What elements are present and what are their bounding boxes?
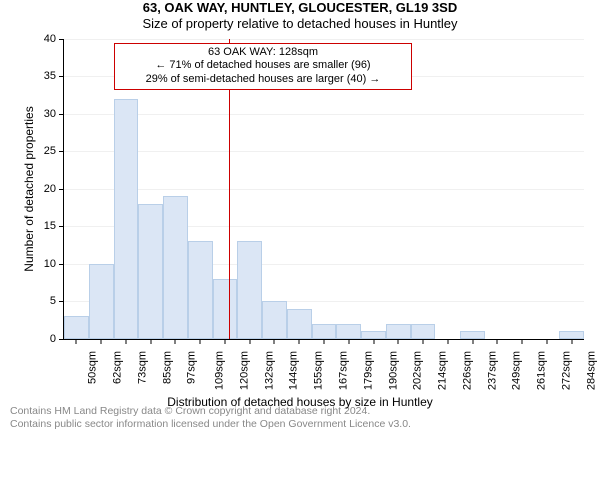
y-tick-label: 15 [44, 220, 64, 232]
x-tick [571, 339, 572, 344]
x-tick-label: 50sqm [87, 351, 99, 384]
histogram-bar [361, 331, 386, 339]
x-tick [423, 339, 424, 344]
histogram-bar [336, 324, 361, 339]
y-tick-label: 0 [50, 333, 64, 345]
x-tick-label: 85sqm [161, 351, 173, 384]
x-tick-label: 237sqm [486, 351, 498, 390]
x-tick-label: 109sqm [214, 351, 226, 390]
histogram-bar [188, 241, 213, 339]
y-tick-label: 10 [44, 258, 64, 270]
x-tick-label: 190sqm [387, 351, 399, 390]
y-tick-label: 40 [44, 33, 64, 45]
annotation-line-3: 29% of semi-detached houses are larger (… [121, 73, 405, 87]
x-tick [447, 339, 448, 344]
histogram-bar [163, 196, 188, 339]
annotation-line-2: ← 71% of detached houses are smaller (96… [121, 59, 405, 73]
x-tick-label: 97sqm [186, 351, 198, 384]
gridline [64, 151, 584, 152]
x-tick [348, 339, 349, 344]
x-tick-label: 167sqm [338, 351, 350, 390]
x-axis-label: Distribution of detached houses by size … [167, 395, 432, 409]
x-tick-label: 62sqm [112, 351, 124, 384]
x-tick-label: 214sqm [437, 351, 449, 390]
x-tick [274, 339, 275, 344]
x-tick-label: 284sqm [585, 351, 597, 390]
x-tick [200, 339, 201, 344]
y-axis-label: Number of detached properties [22, 106, 36, 271]
histogram-bar [138, 204, 163, 339]
x-tick-label: 132sqm [263, 351, 275, 390]
x-tick [224, 339, 225, 344]
page-title-line1: 63, OAK WAY, HUNTLEY, GLOUCESTER, GL19 3… [0, 0, 600, 16]
x-tick [299, 339, 300, 344]
histogram-bar [213, 279, 238, 339]
gridline [64, 189, 584, 190]
x-tick-label: 272sqm [560, 351, 572, 390]
histogram-bar [559, 331, 584, 339]
histogram-bar [460, 331, 485, 339]
y-tick-label: 35 [44, 70, 64, 82]
x-tick [76, 339, 77, 344]
histogram-bar [287, 309, 312, 339]
x-tick [398, 339, 399, 344]
gridline [64, 114, 584, 115]
histogram-bar [411, 324, 436, 339]
chart-container: 0 5 10 15 20 25 30 35 40 50sqm 62sqm 73sqm 85sqm 97sq… [5, 33, 595, 403]
x-tick [522, 339, 523, 344]
x-tick [249, 339, 250, 344]
x-tick [546, 339, 547, 344]
y-tick-label: 30 [44, 108, 64, 120]
y-tick-label: 20 [44, 183, 64, 195]
x-tick [472, 339, 473, 344]
x-tick [101, 339, 102, 344]
x-tick-label: 120sqm [239, 351, 251, 390]
x-tick [175, 339, 176, 344]
x-tick [373, 339, 374, 344]
annotation-line-1: 63 OAK WAY: 128sqm [121, 46, 405, 60]
histogram-bar [114, 99, 139, 339]
x-tick [150, 339, 151, 344]
x-tick [324, 339, 325, 344]
footer-line-2: Contains public sector information licen… [10, 418, 600, 431]
histogram-bar [89, 264, 114, 339]
y-tick-label: 5 [50, 295, 64, 307]
x-tick-label: 155sqm [313, 351, 325, 390]
x-tick-label: 249sqm [511, 351, 523, 390]
histogram-bar [64, 316, 89, 339]
x-tick-label: 179sqm [362, 351, 374, 390]
histogram-bar [386, 324, 411, 339]
plot-area: 051015202530354050sqm62sqm73sqm85sqm97sq… [63, 39, 584, 340]
page-title-line2: Size of property relative to detached ho… [0, 16, 600, 32]
x-tick [125, 339, 126, 344]
gridline [64, 39, 584, 40]
histogram-bar [262, 301, 287, 339]
histogram-bar [237, 241, 262, 339]
x-tick-label: 73sqm [136, 351, 148, 384]
annotation-box: 63 OAK WAY: 128sqm← 71% of detached hous… [114, 43, 412, 90]
x-tick-label: 144sqm [288, 351, 300, 390]
x-tick [497, 339, 498, 344]
x-tick-label: 261sqm [536, 351, 548, 390]
x-tick-label: 226sqm [461, 351, 473, 390]
x-tick-label: 202sqm [412, 351, 424, 390]
y-tick-label: 25 [44, 145, 64, 157]
histogram-bar [312, 324, 337, 339]
